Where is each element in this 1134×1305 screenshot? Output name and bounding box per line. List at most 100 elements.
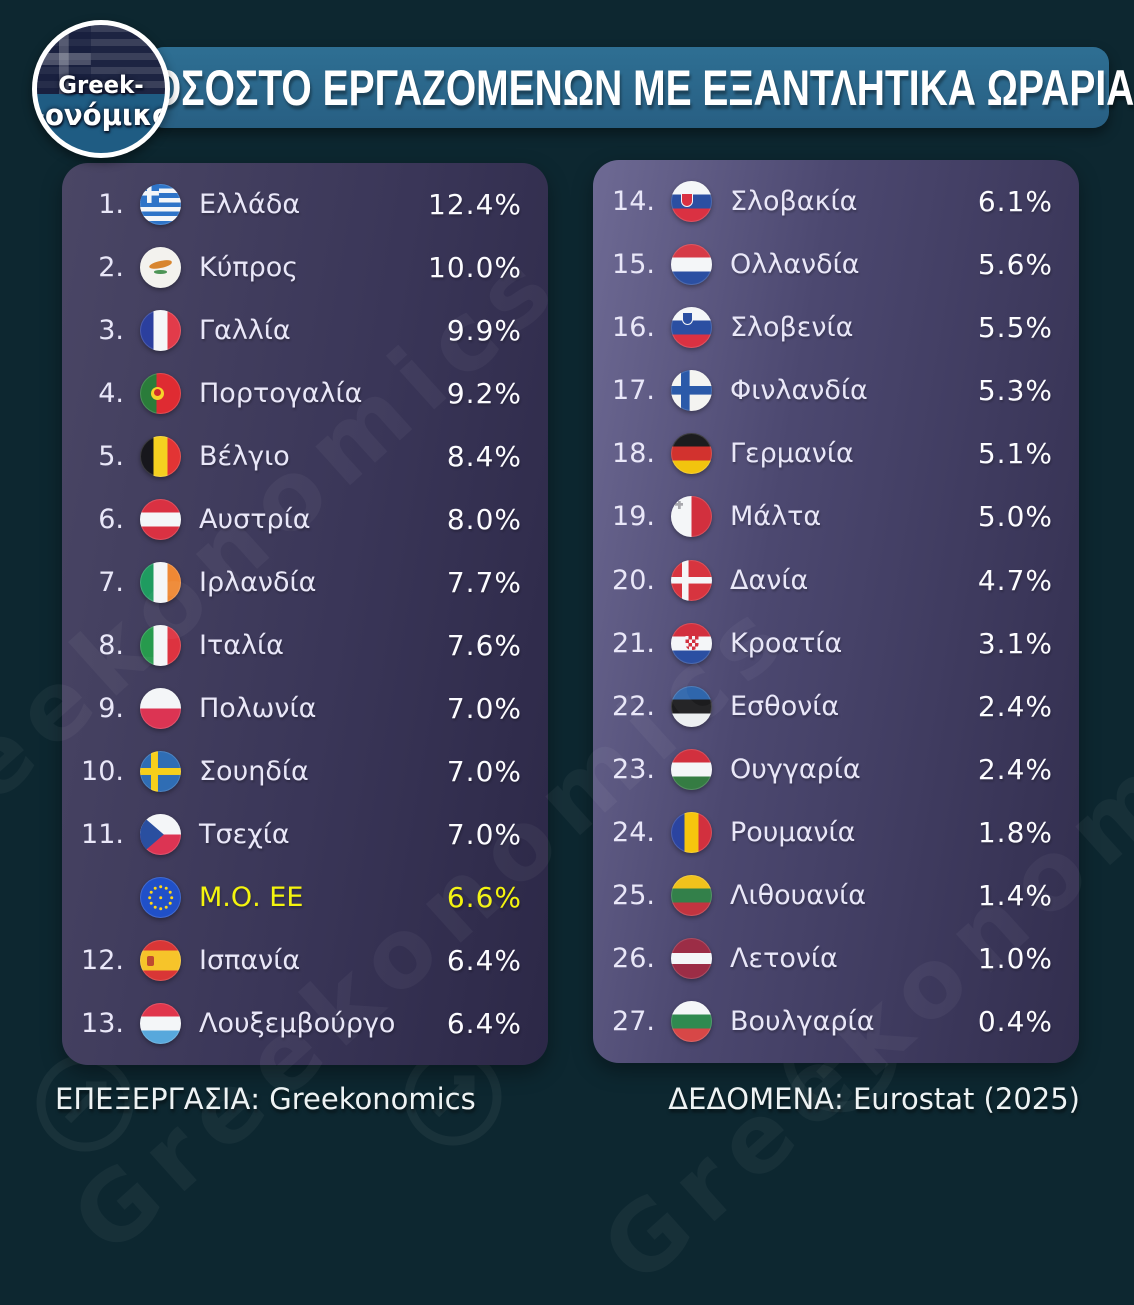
value-label: 12.4% — [428, 188, 522, 221]
rank-label: 2. — [98, 252, 124, 283]
logo-line2: -ονόμικς — [33, 98, 169, 133]
flag-belgium-icon — [140, 436, 181, 477]
value-label: 5.6% — [977, 248, 1053, 282]
rank-label: 15. — [612, 249, 655, 281]
value-label: 6.1% — [977, 185, 1053, 219]
logo-text: Greek- -ονόμικς — [37, 25, 165, 153]
flag-eu-icon — [140, 877, 181, 918]
country-name: Μάλτα — [730, 501, 822, 533]
value-label: 0.4% — [977, 1005, 1053, 1039]
country-name: Ρουμανία — [730, 816, 856, 848]
flag-sweden-icon — [140, 751, 181, 792]
value-label: 7.6% — [446, 629, 522, 662]
rank-label: 21. — [612, 627, 655, 659]
country-name: Λουξεμβούργο — [199, 1008, 396, 1039]
logo-line1: Greek- — [58, 71, 144, 100]
country-name: Γαλλία — [199, 315, 291, 346]
flag-slovakia-icon — [671, 181, 712, 223]
value-label: 1.0% — [977, 941, 1053, 975]
country-row: 21. Κροατία 3.1% — [593, 612, 1079, 675]
value-label: 5.1% — [977, 437, 1053, 471]
rank-label: 6. — [98, 504, 124, 535]
rank-label: 9. — [98, 693, 124, 724]
rank-label: 23. — [612, 753, 655, 785]
country-row: 14. Σλοβακία 6.1% — [593, 170, 1079, 233]
ranking-panel-right: 14. Σλοβακία 6.1% 15. Ολλανδία 5.6% 16. … — [593, 160, 1079, 1063]
flag-estonia-icon — [671, 685, 712, 727]
greekonomics-logo: Greek- -ονόμικς — [32, 20, 170, 158]
flag-germany-icon — [671, 433, 712, 475]
country-name: Φινλανδία — [730, 375, 868, 407]
flag-bulgaria-icon — [671, 1001, 712, 1043]
flag-croatia-icon — [671, 622, 712, 664]
country-row: 3. Γαλλία 9.9% — [62, 299, 548, 362]
country-name: Ελλάδα — [199, 189, 301, 220]
value-label: 7.7% — [446, 566, 522, 599]
country-name: Ιρλανδία — [199, 567, 317, 598]
country-row: 24. Ρουμανία 1.8% — [593, 801, 1079, 864]
flag-poland-icon — [140, 688, 181, 729]
country-name: Λετονία — [730, 942, 838, 974]
flag-cyprus-icon — [140, 247, 181, 288]
country-name: Βέλγιο — [199, 441, 290, 472]
country-name: Μ.Ο. ΕΕ — [199, 882, 304, 913]
rank-label: 18. — [612, 438, 655, 470]
ranking-panel-left: 1. Ελλάδα 12.4% 2. Κύπρος 10.0% 3. Γαλλί… — [62, 163, 548, 1065]
value-label: 10.0% — [428, 251, 522, 284]
value-label: 9.2% — [446, 377, 522, 410]
rank-label: 3. — [98, 315, 124, 346]
flag-ireland-icon — [140, 562, 181, 603]
value-label: 6.4% — [446, 944, 522, 977]
country-row: 1. Ελλάδα 12.4% — [62, 173, 548, 236]
country-name: Πορτογαλία — [199, 378, 363, 409]
country-row: 10. Σουηδία 7.0% — [62, 740, 548, 803]
country-name: Ολλανδία — [730, 249, 860, 281]
country-row: 5. Βέλγιο 8.4% — [62, 425, 548, 488]
country-name: Ιταλία — [199, 630, 284, 661]
country-row: 22. Εσθονία 2.4% — [593, 675, 1079, 738]
value-label: 5.5% — [977, 311, 1053, 345]
flag-romania-icon — [671, 811, 712, 853]
eu-average-row: Μ.Ο. ΕΕ 6.6% — [62, 866, 548, 929]
flag-greece-icon — [140, 184, 181, 225]
country-row: 2. Κύπρος 10.0% — [62, 236, 548, 299]
flag-finland-icon — [671, 370, 712, 412]
country-row: 12. Ισπανία 6.4% — [62, 929, 548, 992]
rank-label: 22. — [612, 690, 655, 722]
value-label: 1.4% — [977, 878, 1053, 912]
value-label: 4.7% — [977, 563, 1053, 597]
country-name: Σλοβακία — [730, 186, 858, 218]
flag-czechia-icon — [140, 814, 181, 855]
country-row: 20. Δανία 4.7% — [593, 548, 1079, 611]
flag-malta-icon — [671, 496, 712, 538]
value-label: 2.4% — [977, 689, 1053, 723]
flag-luxembourg-icon — [140, 1003, 181, 1044]
country-name: Σουηδία — [199, 756, 309, 787]
country-row: 8. Ιταλία 7.6% — [62, 614, 548, 677]
flag-lithuania-icon — [671, 874, 712, 916]
flag-italy-icon — [140, 625, 181, 666]
rank-label: 25. — [612, 879, 655, 911]
country-name: Εσθονία — [730, 690, 840, 722]
country-name: Τσεχία — [199, 819, 290, 850]
country-row: 26. Λετονία 1.0% — [593, 927, 1079, 990]
flag-hungary-icon — [671, 748, 712, 790]
value-label: 1.8% — [977, 815, 1053, 849]
country-row: 4. Πορτογαλία 9.2% — [62, 362, 548, 425]
country-name: Πολωνία — [199, 693, 317, 724]
country-name: Βουλγαρία — [730, 1006, 875, 1038]
country-row: 13. Λουξεμβούργο 6.4% — [62, 992, 548, 1055]
value-label: 7.0% — [446, 755, 522, 788]
country-row: 25. Λιθουανία 1.4% — [593, 864, 1079, 927]
rank-label: 19. — [612, 501, 655, 533]
country-row: 27. Βουλγαρία 0.4% — [593, 990, 1079, 1053]
value-label: 7.0% — [446, 692, 522, 725]
value-label: 8.4% — [446, 440, 522, 473]
rank-label: 1. — [98, 189, 124, 220]
country-row: 23. Ουγγαρία 2.4% — [593, 738, 1079, 801]
value-label: 8.0% — [446, 503, 522, 536]
title-banner: ΠΟΣΟΣΤΟ ΕΡΓΑΖΟΜΕΝΩΝ ΜΕ ΕΞΑΝΤΛΗΤΙΚΑ ΩΡΑΡΙ… — [123, 47, 1134, 128]
country-name: Δανία — [730, 564, 809, 596]
rank-label: 5. — [98, 441, 124, 472]
country-row: 15. Ολλανδία 5.6% — [593, 233, 1079, 296]
